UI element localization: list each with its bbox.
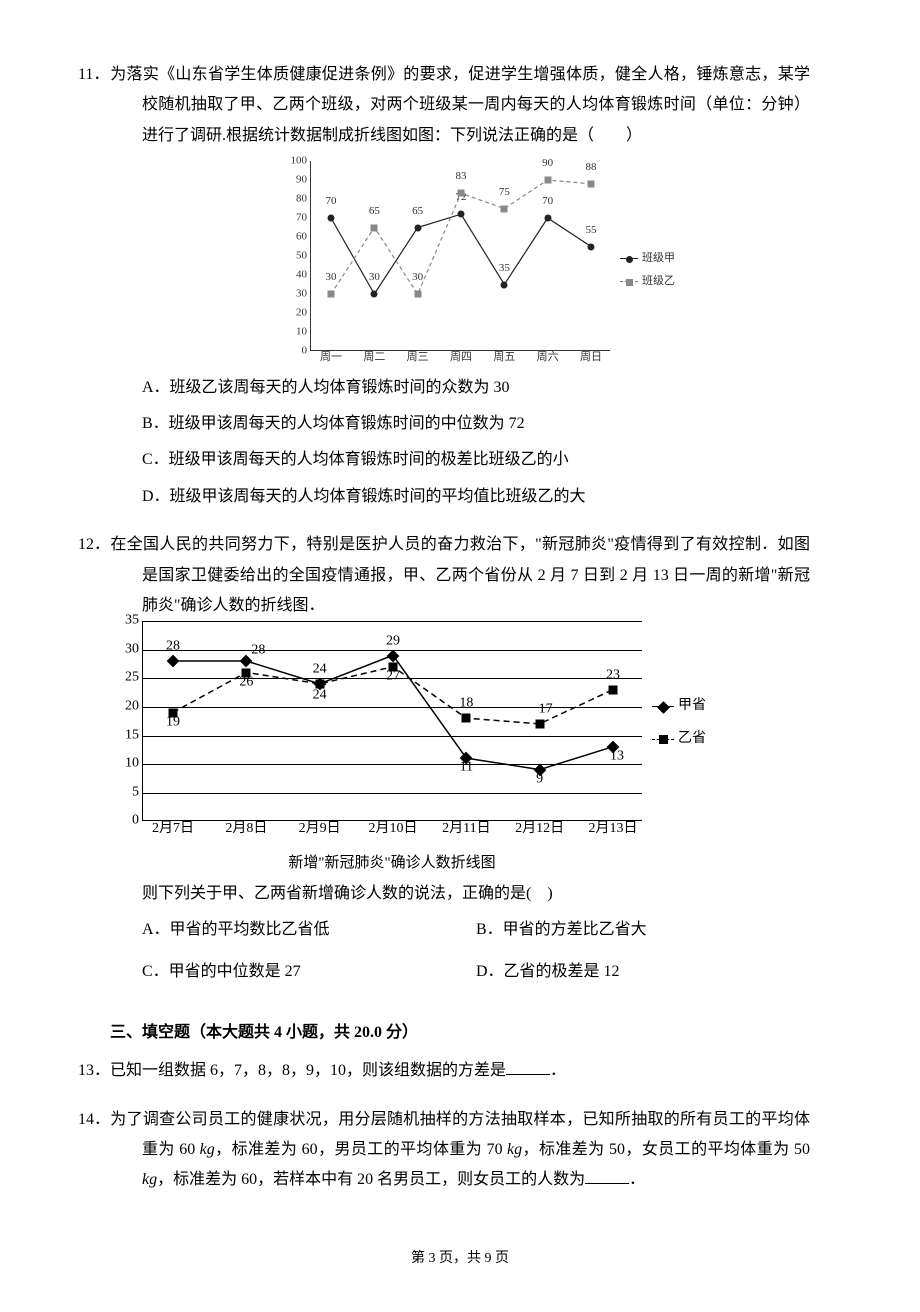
circle-marker-icon [626, 256, 633, 263]
q11-text: 11．为落实《山东省学生体质健康促进条例》的要求，促进学生增强体质，健全人格，锤… [110, 60, 810, 151]
q11-option-c: C．班级甲该周每天的人均体育锻炼时间的极差比班级乙的小 [142, 445, 810, 475]
line-swatch [652, 706, 674, 707]
q11-option-d: D．班级甲该周每天的人均体育锻炼时间的平均值比班级乙的大 [142, 482, 810, 512]
q12-option-c: C．甲省的中位数是 27 [142, 957, 476, 987]
q12-option-d: D．乙省的极差是 12 [476, 957, 810, 987]
unit-kg: kg [200, 1141, 215, 1158]
legend-label: 乙省 [678, 726, 706, 753]
unit-kg: kg [507, 1141, 522, 1158]
legend-label: 班级乙 [642, 271, 675, 292]
q12-text: 12．在全国人民的共同努力下，特别是医护人员的奋力救治下，"新冠肺炎"疫情得到了… [110, 530, 810, 621]
question-12: 12．在全国人民的共同努力下，特别是医护人员的奋力救治下，"新冠肺炎"疫情得到了… [110, 530, 810, 994]
q14-seg: ，标准差为 50，女员工的平均体重为 50 [522, 1141, 810, 1158]
legend-label: 甲省 [678, 693, 706, 720]
q12-chart-caption: 新增"新冠肺炎"确诊人数折线图 [142, 849, 642, 878]
q12-option-b: B．甲省的方差比乙省大 [476, 915, 810, 945]
unit-kg: kg [142, 1171, 157, 1188]
q12-chart: 051015202530352月7日2月8日2月9日2月10日2月11日2月12… [142, 621, 642, 878]
q12-option-a: A．甲省的平均数比乙省低 [142, 915, 476, 945]
square-marker-icon [659, 735, 668, 744]
q11-option-b: B．班级甲该周每天的人均体育锻炼时间的中位数为 72 [142, 409, 810, 439]
q11-plot: 0102030405060708090100周一周二周三周四周五周六周日7030… [310, 161, 610, 351]
q12-plot: 051015202530352月7日2月8日2月9日2月10日2月11日2月12… [142, 621, 642, 821]
q11-body: 为落实《山东省学生体质健康促进条例》的要求，促进学生增强体质，健全人格，锤炼意志… [110, 66, 810, 144]
q13-before: 已知一组数据 6，7，8，8，9，10，则该组数据的方差是 [110, 1062, 506, 1079]
q11-chart: 0102030405060708090100周一周二周三周四周五周六周日7030… [310, 161, 610, 351]
page-footer: 第 3 页，共 9 页 [110, 1246, 810, 1273]
q12-body: 在全国人民的共同努力下，特别是医护人员的奋力救治下，"新冠肺炎"疫情得到了有效控… [110, 536, 810, 614]
q14-text: 14．为了调查公司员工的健康状况，用分层随机抽样的方法抽取样本，已知所抽取的所有… [110, 1105, 810, 1196]
blank-input[interactable] [506, 1059, 550, 1075]
legend-label: 班级甲 [642, 248, 675, 269]
q12-chart-wrap: 051015202530352月7日2月8日2月9日2月10日2月11日2月12… [110, 621, 810, 878]
q12-legend: 甲省 乙省 [652, 687, 706, 758]
q11-legend-yi: 班级乙 [620, 271, 675, 292]
q12-after-chart: 则下列关于甲、乙两省新增确诊人数的说法，正确的是( ) [142, 879, 810, 909]
q12-legend-yi: 乙省 [652, 726, 706, 753]
q13-after: ． [550, 1062, 566, 1079]
q11-legend-jia: 班级甲 [620, 248, 675, 269]
q12-options: A．甲省的平均数比乙省低 B．甲省的方差比乙省大 C．甲省的中位数是 27 D．… [142, 909, 810, 994]
diamond-marker-icon [657, 701, 670, 714]
line-swatch-dash [652, 739, 674, 740]
blank-input[interactable] [585, 1168, 629, 1184]
line-swatch-dash [620, 281, 638, 282]
q13-text: 13．已知一组数据 6，7，8，8，9，10，则该组数据的方差是． [110, 1056, 810, 1086]
q14-seg: ，标准差为 60，男员工的平均体重为 70 [215, 1141, 507, 1158]
q11-option-a: A．班级乙该周每天的人均体育锻炼时间的众数为 30 [142, 373, 810, 403]
section-3-header: 三、填空题（本大题共 4 小题，共 20.0 分） [110, 1018, 810, 1048]
q14-after: ． [629, 1171, 645, 1188]
q11-legend: 班级甲 班级乙 [620, 246, 675, 294]
question-13: 13．已知一组数据 6，7，8，8，9，10，则该组数据的方差是． [110, 1056, 810, 1086]
line-swatch [620, 258, 638, 259]
question-11: 11．为落实《山东省学生体质健康促进条例》的要求，促进学生增强体质，健全人格，锤… [110, 60, 810, 512]
q11-options: A．班级乙该周每天的人均体育锻炼时间的众数为 30 B．班级甲该周每天的人均体育… [142, 373, 810, 513]
q12-legend-jia: 甲省 [652, 693, 706, 720]
question-14: 14．为了调查公司员工的健康状况，用分层随机抽样的方法抽取样本，已知所抽取的所有… [110, 1105, 810, 1196]
q14-seg: ，标准差为 60，若样本中有 20 名男员工，则女员工的人数为 [157, 1171, 585, 1188]
q11-chart-wrap: 0102030405060708090100周一周二周三周四周五周六周日7030… [110, 161, 810, 362]
square-marker-icon [626, 279, 633, 286]
